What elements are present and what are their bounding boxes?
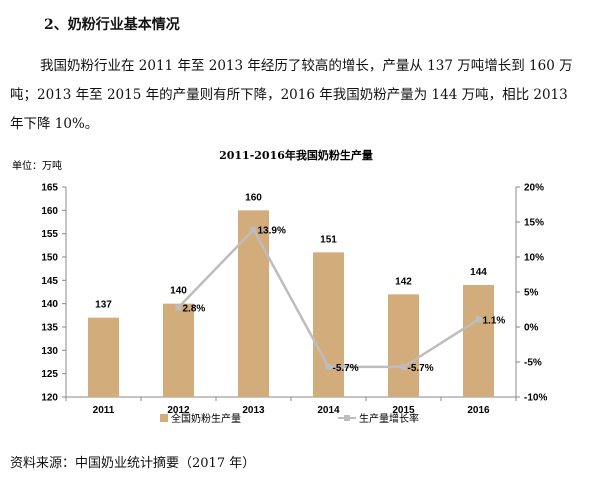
left-tick-label: 155: [41, 229, 58, 240]
bar-2015: [388, 294, 419, 397]
section-heading: 2、奶粉行业基本情况: [44, 17, 180, 33]
growth-value-label: -5.7%: [408, 363, 434, 374]
growth-point-2015: [400, 363, 407, 370]
left-tick-label: 135: [41, 323, 58, 334]
growth-value-label: 1.1%: [483, 315, 506, 326]
growth-point-2014: [325, 363, 332, 370]
x-tick-label: 2015: [392, 405, 415, 416]
bar-value-label: 144: [470, 267, 487, 278]
legend-bar-swatch: [160, 414, 168, 422]
x-tick-label: 2016: [467, 405, 490, 416]
x-tick-label: 2012: [167, 405, 190, 416]
bar-2013: [238, 210, 269, 397]
left-tick-label: 160: [41, 206, 58, 217]
intro-paragraph: 我国奶粉行业在 2011 年至 2013 年经历了较高的增长，产量从 137 万…: [10, 58, 573, 132]
x-tick-label: 2013: [242, 405, 265, 416]
bar-value-label: 160: [245, 192, 262, 203]
right-tick-label: -5%: [524, 358, 542, 369]
growth-point-2013: [250, 226, 257, 233]
left-tick-label: 130: [41, 346, 58, 357]
growth-point-2016: [475, 316, 482, 323]
chart-title: 2011-2016年我国奶粉生产量: [219, 148, 373, 162]
production-chart: 2011-2016年我国奶粉生产量 单位：万吨 120 125 130 135 140 1…: [12, 148, 547, 425]
right-tick-label: -10%: [524, 393, 547, 404]
right-tick-label: 15%: [524, 218, 544, 229]
right-tick-label: 0%: [524, 323, 539, 334]
left-tick-label: 125: [41, 369, 58, 380]
bar-value-label: 140: [170, 286, 187, 297]
right-tick-label: 5%: [524, 288, 539, 299]
bar-2014: [313, 252, 344, 397]
bar-2016: [463, 285, 494, 397]
right-tick-label: 20%: [524, 183, 544, 194]
growth-value-label: 13.9%: [258, 226, 286, 237]
legend-line-marker: [344, 415, 350, 421]
left-tick-label: 165: [41, 183, 58, 194]
x-tick-label: 2011: [93, 405, 115, 416]
growth-value-label: 2.8%: [183, 303, 206, 314]
left-tick-label: 150: [41, 253, 58, 264]
bar-value-label: 151: [320, 234, 337, 245]
bar-value-label: 142: [395, 276, 412, 287]
x-tick-label: 2014: [317, 405, 340, 416]
bar-2011: [88, 317, 119, 397]
source-note: 资料来源：中国奶业统计摘要（2017 年）: [10, 456, 256, 471]
right-tick-label: 10%: [524, 253, 544, 264]
unit-label: 单位：万吨: [12, 159, 62, 172]
left-tick-label: 145: [41, 276, 58, 287]
bar-2012: [163, 303, 194, 397]
growth-point-2012: [175, 304, 182, 311]
growth-value-label: -5.7%: [333, 363, 359, 374]
legend-line-label: 生产量增长率: [359, 412, 419, 425]
left-tick-label: 120: [41, 393, 58, 404]
left-tick-label: 140: [41, 299, 58, 310]
legend-bar-label: 全国奶粉生产量: [171, 412, 241, 425]
bar-value-label: 137: [95, 300, 112, 311]
